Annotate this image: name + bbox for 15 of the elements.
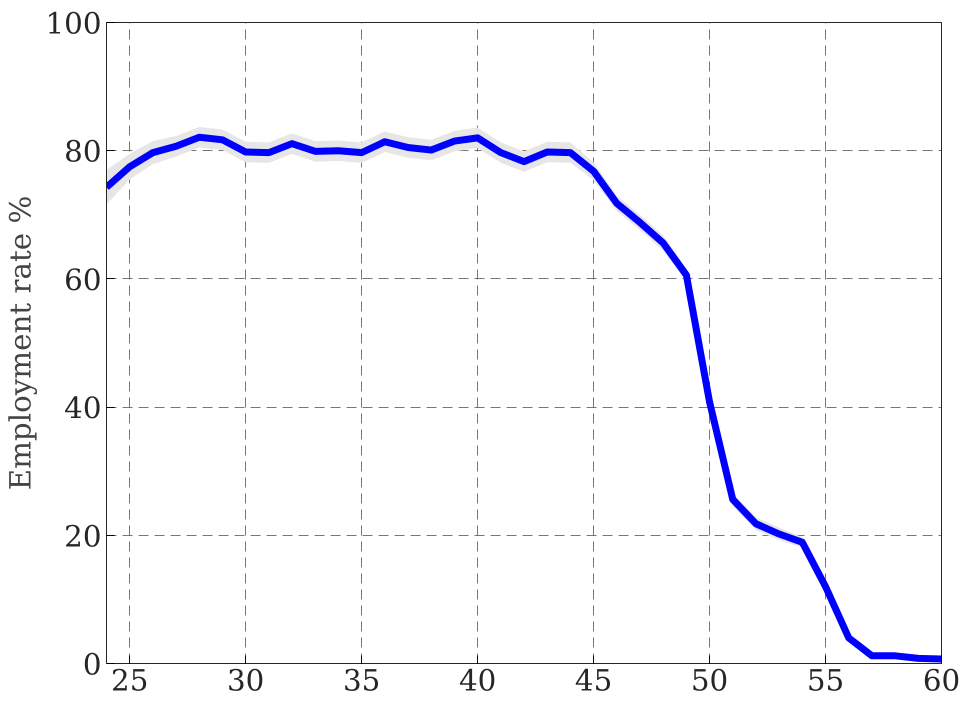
y-tick-label: 100 — [46, 6, 102, 40]
x-tick-label: 25 — [111, 664, 148, 698]
x-tick-label: 60 — [922, 664, 960, 698]
y-tick-label: 0 — [82, 648, 102, 682]
x-tick-label: 55 — [806, 664, 844, 698]
y-tick-label: 80 — [64, 134, 102, 169]
x-tick-label: 40 — [458, 664, 496, 698]
y-axis-title: Employment rate % — [4, 196, 38, 490]
y-tick-label: 40 — [64, 391, 102, 426]
y-tick-label: 20 — [64, 519, 102, 554]
x-tick-label: 30 — [227, 664, 264, 698]
y-tick-label: 60 — [64, 262, 102, 297]
x-tick-label: 50 — [690, 664, 728, 698]
x-tick-label: 45 — [574, 664, 612, 698]
x-tick-label: 35 — [342, 664, 380, 698]
